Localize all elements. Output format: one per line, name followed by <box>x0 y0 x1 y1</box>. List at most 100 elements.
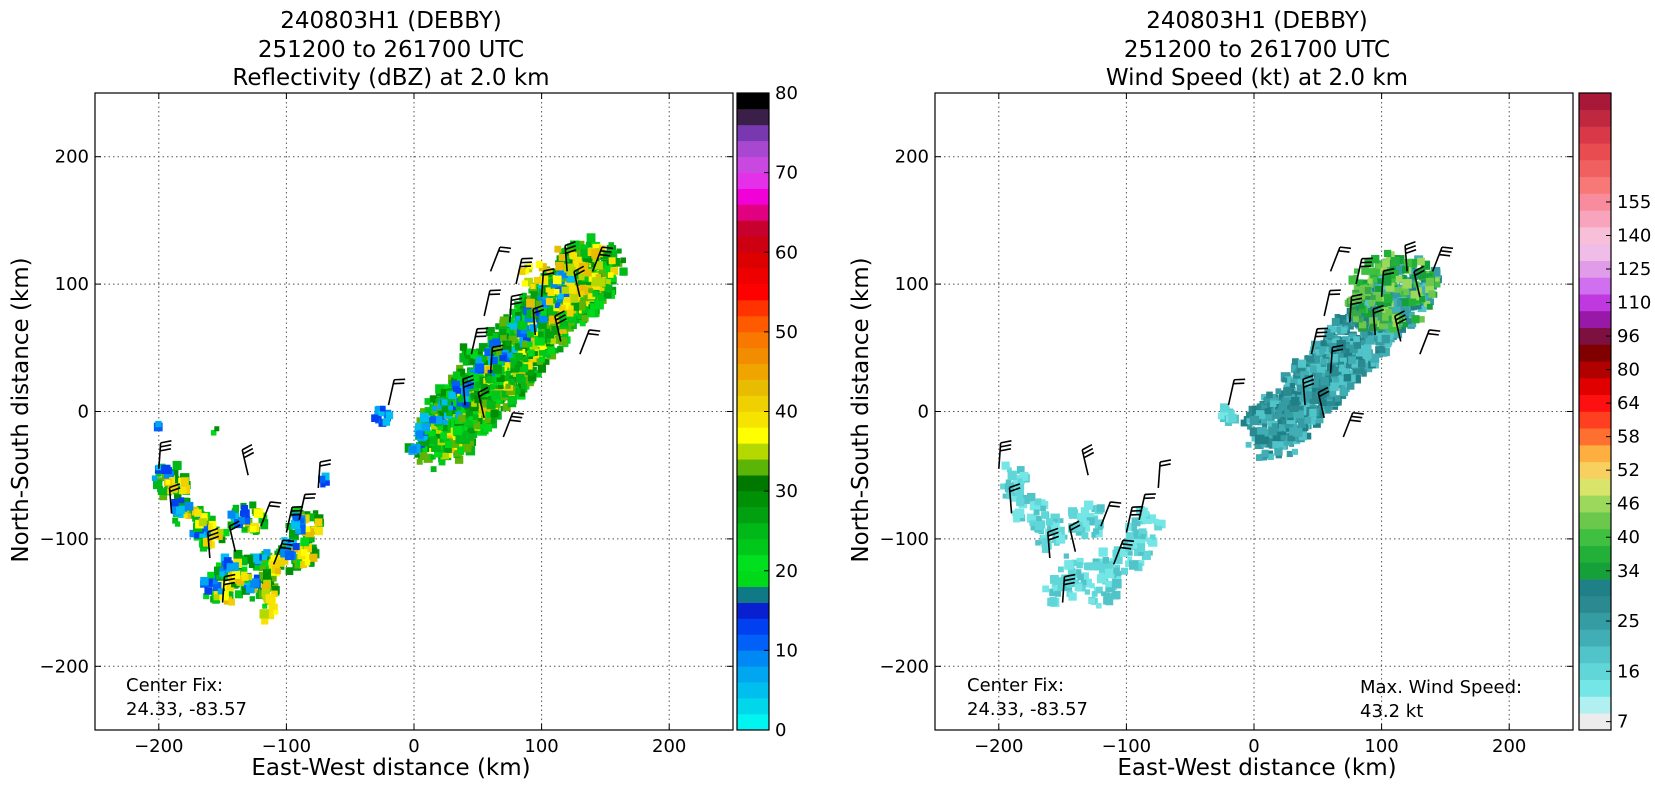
colorbar-tick-label: 155 <box>1617 192 1651 213</box>
echo-cell <box>1138 528 1147 537</box>
echo-cell <box>1298 419 1307 428</box>
wind-barb-flag <box>1317 386 1329 394</box>
echo-cell <box>1262 423 1268 429</box>
colorbar-swatch <box>737 475 769 492</box>
echo-cell <box>474 386 484 396</box>
echo-cell <box>550 298 557 304</box>
echo-cell <box>178 497 185 504</box>
wind-barb-flag <box>169 487 181 493</box>
echo-cell <box>1027 513 1037 523</box>
echo-cell <box>543 358 550 365</box>
echo-cell <box>1295 410 1304 419</box>
wind-barb-staff <box>1329 347 1334 374</box>
colorbar-swatch <box>1579 629 1611 647</box>
echo-cell <box>1267 453 1274 460</box>
echo-cell <box>483 423 493 432</box>
echo-cell <box>289 529 299 539</box>
echo-cell <box>461 383 470 392</box>
colorbar-swatch <box>1579 696 1611 714</box>
echo-cell <box>1356 279 1364 287</box>
colorbar-frame <box>1578 92 1612 731</box>
echo-cell <box>1417 270 1427 280</box>
wind-barb-staff <box>285 506 293 533</box>
echo-cell <box>488 376 496 384</box>
echo-cell <box>457 446 465 454</box>
echo-cell <box>1296 384 1304 392</box>
echo-cell <box>492 338 501 348</box>
echo-cell <box>271 586 280 595</box>
echo-cell <box>1068 592 1077 601</box>
echo-cell <box>1387 334 1393 340</box>
echo-cell <box>300 537 309 547</box>
echo-cell <box>1134 548 1142 557</box>
echo-cell <box>1114 564 1121 571</box>
echo-cell <box>1073 579 1079 586</box>
echo-cell <box>1358 317 1363 323</box>
echo-cell <box>1136 543 1146 552</box>
wind-barb-flag <box>509 419 521 423</box>
echo-cell <box>1341 367 1350 376</box>
echo-cell <box>219 571 225 577</box>
echo-cell <box>540 306 550 316</box>
colorbar-swatch <box>737 236 769 253</box>
wind-barb-flag <box>281 543 293 546</box>
echo-cell <box>270 555 277 561</box>
echo-cell <box>551 281 558 288</box>
echo-cell <box>595 274 602 280</box>
echo-cell <box>1148 537 1158 547</box>
echo-cell <box>543 335 551 343</box>
echo-cell <box>1131 517 1141 527</box>
echo-cell <box>515 315 521 321</box>
echo-cell <box>1281 419 1287 425</box>
colorbar-swatch <box>737 714 769 731</box>
echo-cell <box>263 549 271 557</box>
colorbar-swatch <box>737 220 769 237</box>
echo-cell <box>1348 356 1356 365</box>
echo-cell <box>598 268 608 278</box>
echo-cell <box>440 388 449 397</box>
wind-speed-panel: 240803H1 (DEBBY) 251200 to 261700 UTC Wi… <box>848 8 1651 781</box>
wind-barb-flag <box>999 448 1012 452</box>
echo-cell <box>245 523 253 530</box>
colorbar-swatch <box>1579 461 1611 479</box>
wind-barb-flag <box>1427 332 1439 336</box>
echo-cell <box>1274 447 1283 456</box>
wind-barb-flag <box>1069 520 1080 528</box>
echo-cell <box>1083 578 1092 588</box>
echo-cell <box>1084 500 1094 510</box>
echo-cell <box>430 454 436 460</box>
echo-cell <box>171 505 180 515</box>
echo-cell <box>1296 394 1305 403</box>
wind-barb-flag <box>1350 301 1362 306</box>
echo-cell <box>1318 397 1327 407</box>
y-tick-label: 100 <box>895 274 929 295</box>
y-tick-label: −200 <box>40 656 89 677</box>
echo-cell <box>199 544 208 552</box>
echo-cell <box>232 570 241 579</box>
echo-cell <box>427 409 434 415</box>
echo-cell <box>419 452 428 460</box>
echo-cell <box>1304 417 1312 424</box>
echo-cell <box>293 515 300 522</box>
colorbar-swatch <box>1579 160 1611 178</box>
colorbar-swatch <box>737 507 769 524</box>
echo-cell <box>499 353 507 362</box>
echo-cell <box>1332 377 1339 384</box>
echo-cell <box>1408 258 1418 268</box>
echo-cell <box>470 403 479 412</box>
echo-cell <box>1425 294 1433 302</box>
echo-cell <box>1348 374 1356 383</box>
echo-cell <box>239 510 246 517</box>
echo-cell <box>533 277 541 284</box>
echo-cell <box>1428 290 1436 298</box>
echo-cell <box>246 584 255 594</box>
echo-cell <box>535 351 545 362</box>
echo-cell <box>1285 381 1291 387</box>
max-wind-value: 43.2 kt <box>1360 701 1423 722</box>
echo-cell <box>515 311 523 320</box>
colorbar-tick-label: 16 <box>1617 661 1640 682</box>
echo-cell <box>557 292 564 300</box>
echo-cell <box>526 298 535 308</box>
colorbar-swatch <box>1579 344 1611 362</box>
echo-cell <box>1329 366 1339 377</box>
